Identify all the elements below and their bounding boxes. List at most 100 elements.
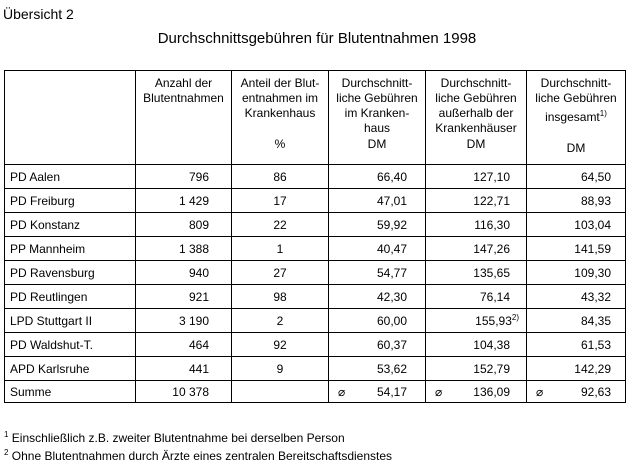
row-total: 109,30 — [526, 260, 626, 285]
table-row: LPD Stuttgart II 3 190 2 60,00 155,932) 84,35 — [4, 308, 626, 333]
row-total: 61,53 — [526, 332, 626, 357]
footnote-1: 1 Einschließlich z.B. zweiter Blutentnah… — [4, 430, 345, 445]
average-symbol: ⌀ — [435, 384, 443, 399]
header-share-line: Anteil der Blut- — [240, 76, 320, 90]
row-outside-value: 116,30 — [474, 217, 510, 232]
header-outside-line: Krankenhäuser — [435, 121, 517, 135]
header-share-unit: % — [274, 137, 286, 151]
row-outside: 135,65 — [425, 260, 527, 285]
row-outside: 76,14 — [425, 284, 527, 309]
sum-count: 10 378 — [135, 380, 232, 403]
row-in-hospital: 54,77 — [328, 260, 426, 285]
row-in-hospital: 59,92 — [328, 212, 426, 237]
sum-total-value: 92,63 — [580, 384, 611, 399]
row-in-hospital: 60,00 — [328, 308, 426, 333]
row-outside-value: 122,71 — [473, 193, 510, 208]
table-title: Durchschnittsgebühren für Blutentnahmen … — [157, 30, 477, 47]
header-total-line: insgesamt — [545, 110, 600, 124]
row-count: 809 — [135, 212, 232, 237]
header-count-line: Blutentnahmen — [143, 91, 224, 105]
header-in-hospital-line: haus — [363, 121, 391, 135]
row-outside: 155,932) — [425, 308, 527, 333]
header-count: Anzahl der Blutentnahmen — [135, 70, 232, 165]
row-outside-value: 104,38 — [473, 337, 510, 352]
row-total: 141,59 — [526, 236, 626, 261]
row-share: 9 — [231, 356, 329, 381]
footnote-mark: 1 — [4, 430, 9, 439]
row-share: 17 — [231, 188, 329, 213]
row-outside-value: 152,79 — [473, 361, 510, 376]
row-share: 86 — [231, 164, 329, 189]
row-share: 92 — [231, 332, 329, 357]
average-symbol: ⌀ — [338, 384, 346, 399]
header-in-hospital: Durchschnitt- liche Gebühren im Kranken-… — [328, 70, 426, 165]
row-name: PD Freiburg — [4, 188, 136, 213]
row-name: PP Mannheim — [4, 236, 136, 261]
sum-name: Summe — [4, 380, 136, 403]
row-name: LPD Stuttgart II — [4, 308, 136, 333]
sum-total: ⌀ 92,63 — [526, 380, 626, 403]
row-outside: 127,10 — [425, 164, 527, 189]
header-outside-unit: DM — [466, 137, 486, 151]
header-outside: Durchschnitt- liche Gebühren außerhalb d… — [425, 70, 527, 165]
header-in-hospital-line: im Kranken- — [344, 106, 410, 120]
header-total-line: liche Gebühren — [535, 91, 617, 105]
row-in-hospital: 53,62 — [328, 356, 426, 381]
row-count: 464 — [135, 332, 232, 357]
header-total-line: Durchschnitt- — [540, 76, 612, 90]
row-outside-value: 76,14 — [479, 289, 510, 304]
row-outside: 104,38 — [425, 332, 527, 357]
row-share: 98 — [231, 284, 329, 309]
fees-table: Anzahl der Blutentnahmen Anteil der Blut… — [4, 70, 626, 403]
row-total: 43,32 — [526, 284, 626, 309]
table-row: PD Ravensburg 940 27 54,77 135,65 109,30 — [4, 260, 626, 285]
header-outside-line: Durchschnitt- — [440, 76, 512, 90]
table-row: PD Reutlingen 921 98 42,30 76,14 43,32 — [4, 284, 626, 309]
header-outside-line: außerhalb der — [438, 106, 514, 120]
header-name — [4, 70, 136, 165]
row-outside-value: 147,26 — [473, 241, 510, 256]
row-outside: 122,71 — [425, 188, 527, 213]
sum-share — [231, 380, 329, 403]
table-row: PD Waldshut-T. 464 92 60,37 104,38 61,53 — [4, 332, 626, 357]
sum-outside-value: 136,09 — [473, 384, 510, 399]
footnote-mark: 2 — [4, 448, 9, 457]
overview-label: Übersicht 2 — [3, 6, 74, 22]
header-outside-line: liche Gebühren — [435, 91, 517, 105]
row-outside: 147,26 — [425, 236, 527, 261]
header-share-line: Krankenhaus — [244, 106, 316, 120]
row-in-hospital: 66,40 — [328, 164, 426, 189]
footnote-text: Ohne Blutentnahmen durch Ärzte eines zen… — [11, 449, 393, 463]
average-symbol: ⌀ — [536, 384, 544, 399]
row-count: 1 429 — [135, 188, 232, 213]
table-row: PD Konstanz 809 22 59,92 116,30 103,04 — [4, 212, 626, 237]
row-in-hospital: 42,30 — [328, 284, 426, 309]
row-count: 921 — [135, 284, 232, 309]
row-share: 2 — [231, 308, 329, 333]
row-in-hospital: 40,47 — [328, 236, 426, 261]
header-in-hospital-line: Durchschnitt- — [341, 76, 413, 90]
row-share: 1 — [231, 236, 329, 261]
row-share: 22 — [231, 212, 329, 237]
header-total: Durchschnitt- liche Gebühren insgesamt1)… — [526, 70, 626, 165]
header-count-line: Anzahl der — [154, 76, 213, 90]
sum-outside: ⌀ 136,09 — [425, 380, 527, 403]
header-total-unit: DM — [566, 141, 586, 155]
row-count: 940 — [135, 260, 232, 285]
table-row: APD Karlsruhe 441 9 53,62 152,79 142,29 — [4, 356, 626, 381]
row-outside: 152,79 — [425, 356, 527, 381]
header-share: Anteil der Blut- entnahmen im Krankenhau… — [231, 70, 329, 165]
table-row: PD Freiburg 1 429 17 47,01 122,71 88,93 — [4, 188, 626, 213]
row-count: 441 — [135, 356, 232, 381]
row-count: 3 190 — [135, 308, 232, 333]
row-name: APD Karlsruhe — [4, 356, 136, 381]
footnote-2: 2 Ohne Blutentnahmen durch Ärzte eines z… — [4, 448, 392, 463]
header-row: Anzahl der Blutentnahmen Anteil der Blut… — [4, 70, 626, 165]
row-name: PD Waldshut-T. — [4, 332, 136, 357]
row-name: PD Ravensburg — [4, 260, 136, 285]
footnote-ref: 1) — [599, 109, 607, 118]
footnote-ref: 2) — [511, 313, 519, 322]
row-share: 27 — [231, 260, 329, 285]
row-total: 142,29 — [526, 356, 626, 381]
table-row: PD Aalen 796 86 66,40 127,10 64,50 — [4, 164, 626, 189]
